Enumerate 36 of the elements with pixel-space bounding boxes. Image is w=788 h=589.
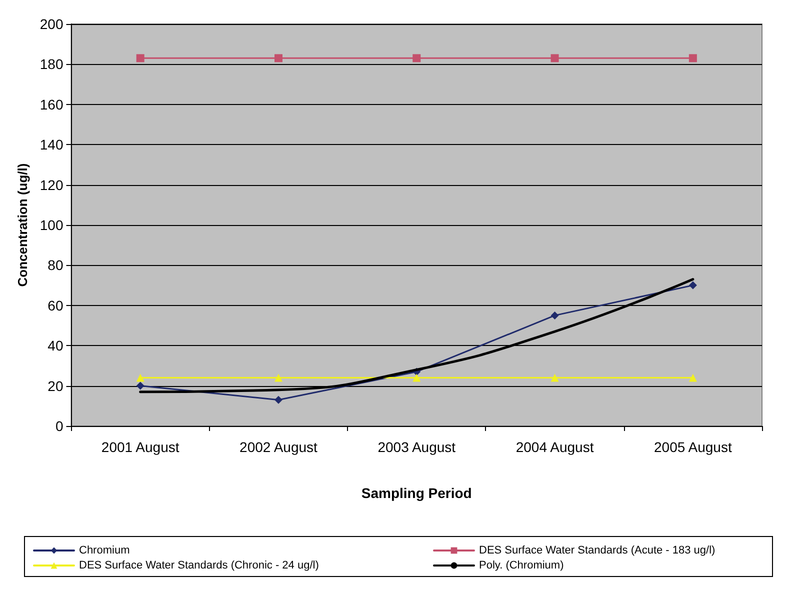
y-tick-label: 100 [40, 217, 64, 233]
y-tick-label: 40 [48, 338, 64, 354]
x-tick-label: 2005 August [654, 439, 732, 455]
y-tick-label: 180 [40, 56, 64, 72]
x-tick-label: 2001 August [101, 439, 180, 455]
point [688, 54, 697, 62]
point [412, 54, 421, 62]
y-tick-label: 0 [55, 418, 64, 434]
y-tick-label: 200 [40, 16, 64, 32]
point [274, 374, 282, 382]
legend-label: Poly. (Chromium) [479, 560, 564, 572]
point [274, 396, 282, 404]
legend-label: Chromium [79, 544, 130, 556]
y-tick-label: 20 [48, 378, 64, 394]
y-tick-label: 60 [48, 297, 64, 314]
y-tick-label: 140 [40, 136, 64, 153]
y-tick-label: 160 [40, 96, 64, 112]
point [550, 374, 559, 382]
y-tick-label: 80 [48, 257, 64, 274]
x-tick-label: 2004 August [516, 439, 594, 455]
x-tick-label: 2002 August [240, 439, 318, 455]
y-tick-label: 120 [40, 176, 64, 193]
point [136, 54, 144, 62]
x-axis-title: Sampling Period [361, 485, 472, 501]
point [136, 382, 144, 390]
point [136, 374, 144, 382]
point [412, 374, 421, 382]
point [688, 281, 697, 290]
point [550, 54, 559, 62]
point [274, 54, 282, 62]
legend-label: DES Surface Water Standards (Chronic - 24 ug/l) [79, 560, 319, 572]
y-axis-title: Concentration (ug/l) [15, 163, 30, 287]
x-tick-label: 2003 August [378, 439, 456, 455]
point [550, 311, 559, 320]
legend-label: DES Surface Water Standards (Acute - 183 ug/l) [479, 544, 716, 556]
point [688, 374, 697, 382]
